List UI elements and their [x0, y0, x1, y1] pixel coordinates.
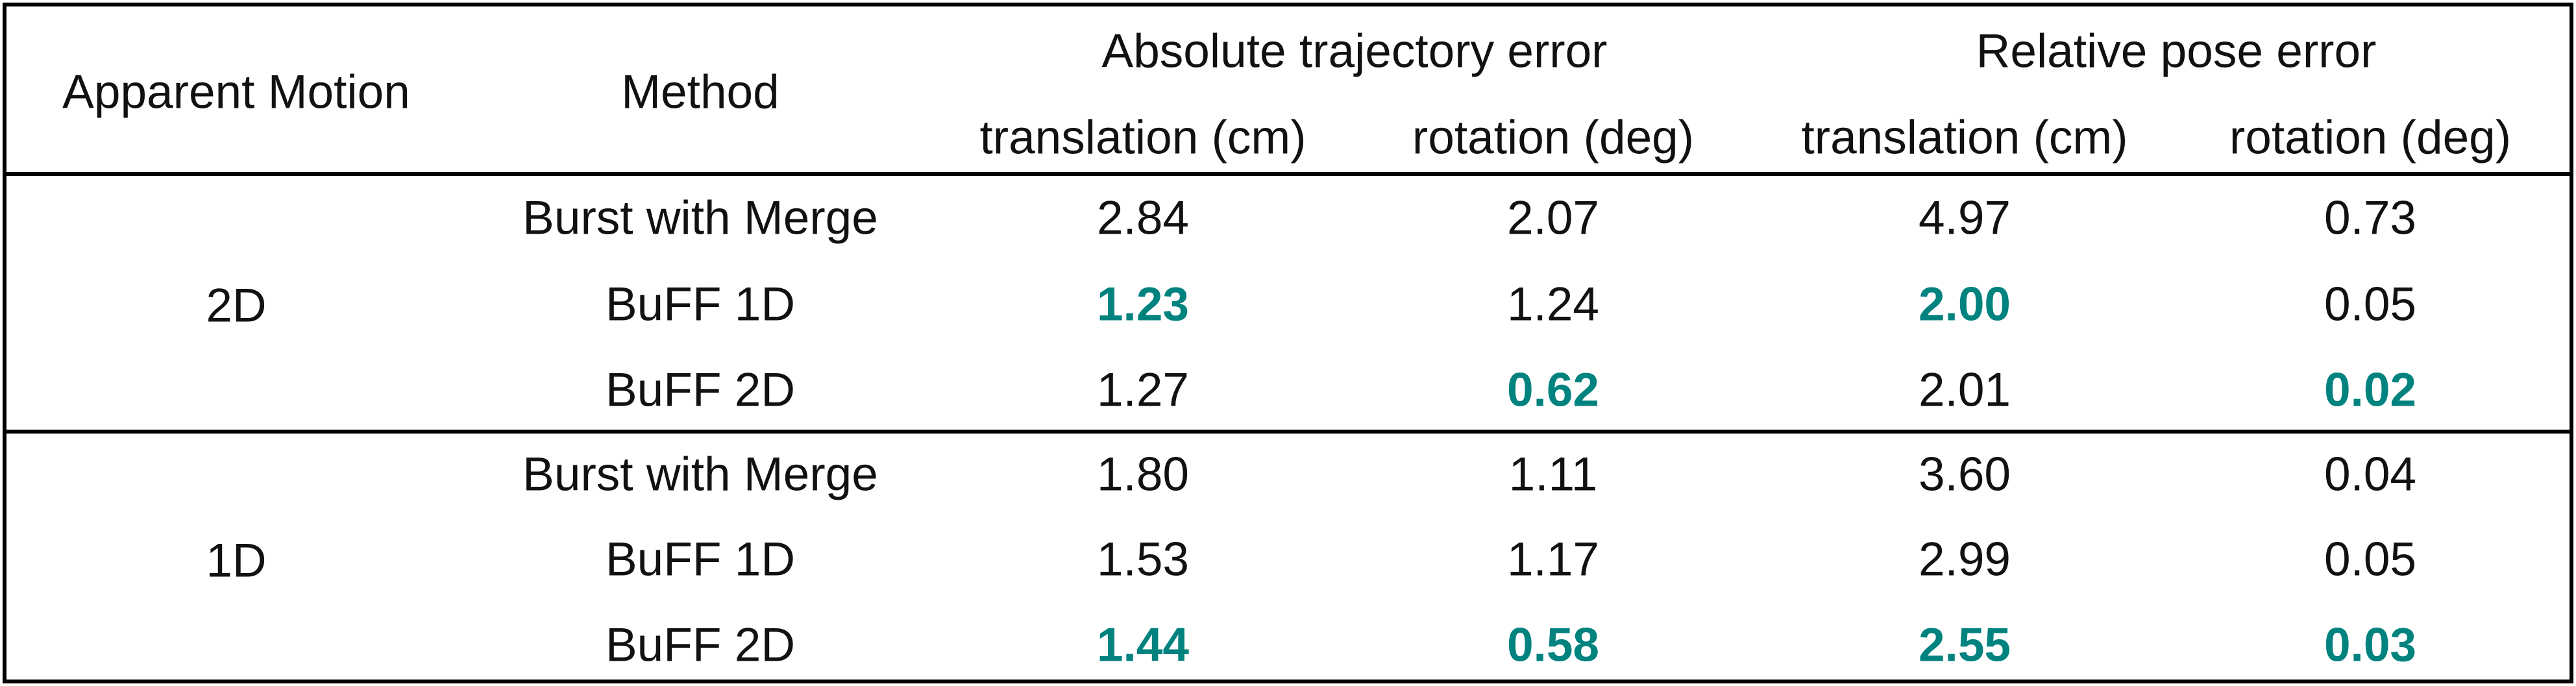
cell-method: Burst with Merge — [522, 191, 878, 245]
cell-ate-translation: 1.80 — [1096, 448, 1190, 501]
header-ate-translation: translation (cm) — [979, 111, 1306, 164]
header-method: Method — [621, 66, 779, 119]
cell-rpe-rotation: 0.73 — [2324, 191, 2417, 245]
cell-rpe-rotation-best: 0.02 — [2324, 363, 2417, 417]
cell-method: BuFF 2D — [605, 619, 796, 672]
cell-rpe-translation: 2.01 — [1918, 363, 2011, 417]
group-motion-label: 1D — [206, 534, 267, 587]
results-table: Apparent Motion Method Absolute trajecto… — [3, 3, 2573, 683]
cell-ate-rotation: 1.17 — [1506, 533, 1600, 586]
cell-rpe-translation-best: 2.00 — [1918, 278, 2011, 331]
header-divider — [6, 172, 2570, 176]
cell-rpe-rotation: 0.04 — [2324, 448, 2417, 501]
cell-method: Burst with Merge — [522, 448, 878, 501]
cell-ate-rotation: 1.24 — [1506, 278, 1600, 331]
group-divider — [6, 430, 2570, 434]
cell-rpe-translation: 2.99 — [1918, 533, 2011, 586]
header-apparent-motion: Apparent Motion — [62, 66, 410, 119]
header-rpe-rotation: rotation (deg) — [2229, 111, 2512, 164]
header-group-absolute-trajectory-error: Absolute trajectory error — [1101, 25, 1608, 78]
cell-rpe-rotation-best: 0.03 — [2324, 619, 2417, 672]
group-motion-label: 2D — [206, 279, 267, 332]
cell-ate-translation: 1.27 — [1096, 363, 1190, 417]
cell-rpe-rotation: 0.05 — [2324, 278, 2417, 331]
cell-rpe-translation-best: 2.55 — [1918, 619, 2011, 672]
cell-ate-rotation-best: 0.62 — [1506, 363, 1600, 417]
cell-rpe-translation: 4.97 — [1918, 191, 2011, 245]
cell-rpe-translation: 3.60 — [1918, 448, 2011, 501]
cell-method: BuFF 1D — [605, 278, 796, 331]
cell-ate-rotation-best: 0.58 — [1506, 619, 1600, 672]
cell-rpe-rotation: 0.05 — [2324, 533, 2417, 586]
cell-ate-translation-best: 1.44 — [1096, 619, 1190, 672]
header-group-relative-pose-error: Relative pose error — [1976, 25, 2377, 78]
cell-ate-rotation: 2.07 — [1506, 191, 1600, 245]
cell-ate-translation: 2.84 — [1096, 191, 1190, 245]
cell-ate-translation-best: 1.23 — [1096, 278, 1190, 331]
cell-method: BuFF 1D — [605, 533, 796, 586]
header-ate-rotation: rotation (deg) — [1412, 111, 1695, 164]
header-rpe-translation: translation (cm) — [1801, 111, 2128, 164]
cell-ate-rotation: 1.11 — [1508, 448, 1598, 501]
cell-method: BuFF 2D — [605, 363, 796, 417]
cell-ate-translation: 1.53 — [1096, 533, 1190, 586]
